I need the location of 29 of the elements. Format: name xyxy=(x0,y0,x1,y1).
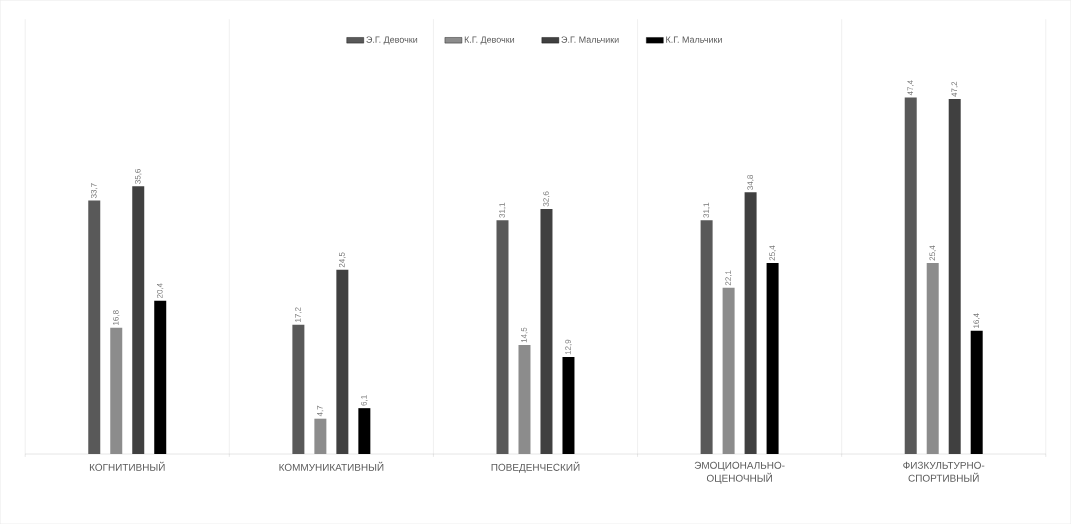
bar xyxy=(766,262,779,454)
bar xyxy=(540,208,553,454)
bar xyxy=(292,324,305,454)
bar xyxy=(562,356,575,454)
bar xyxy=(496,220,509,454)
bar xyxy=(970,330,983,454)
legend-label: Э.Г. Мальчики xyxy=(561,36,619,43)
bar xyxy=(154,300,167,454)
bar xyxy=(948,99,961,454)
bar xyxy=(744,192,757,454)
bar xyxy=(88,200,101,454)
legend-label: К.Г. Мальчики xyxy=(666,36,722,43)
bar xyxy=(358,408,371,454)
x-tick-label: ФИЗКУЛЬТУРНО-СПОРТИВНЫЙ xyxy=(903,461,985,482)
bar xyxy=(904,97,917,454)
bar xyxy=(336,269,349,454)
bar xyxy=(314,418,327,454)
bar xyxy=(700,220,713,454)
bar xyxy=(110,327,123,454)
bar xyxy=(926,262,939,454)
x-tick-label: КОГНИТИВНЫЙ xyxy=(89,461,165,471)
legend-label: К.Г. Девочки xyxy=(464,36,515,45)
legend-label: Э.Г. Девочки xyxy=(366,36,418,45)
bar xyxy=(132,186,145,454)
x-tick-label: КОММУНИКАТИВНЫЙ xyxy=(279,461,384,471)
x-tick-label: ПОВЕДЕНЧЕСКИЙ xyxy=(491,461,580,473)
bar xyxy=(722,287,735,454)
x-tick-label: ЭМОЦИОНАЛЬНО-ОЦЕНОЧНЫЙ xyxy=(694,461,785,484)
bar xyxy=(518,344,531,454)
